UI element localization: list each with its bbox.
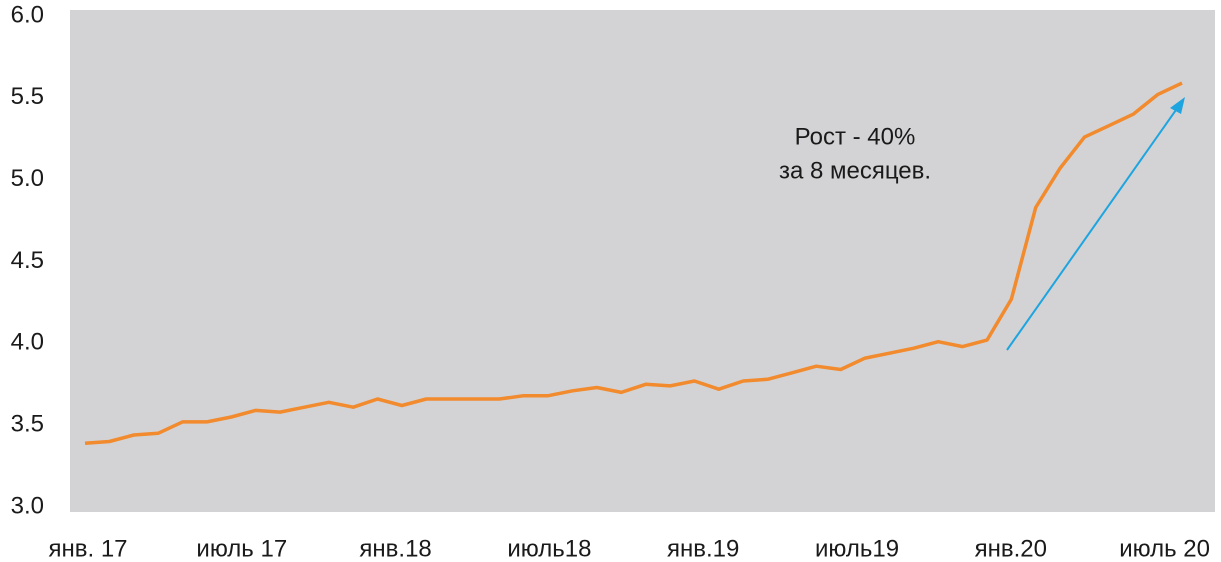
y-tick-label: 6.0 xyxy=(11,1,44,28)
x-tick-label: июль 20 xyxy=(1119,535,1210,562)
y-tick-label: 3.5 xyxy=(11,411,44,438)
y-tick-label: 5.0 xyxy=(11,165,44,192)
x-tick-label: янв.20 xyxy=(975,535,1047,562)
x-tick-label: июль18 xyxy=(507,535,591,562)
annotation: за 8 месяцев. xyxy=(779,157,931,184)
x-tick-label: янв.18 xyxy=(359,535,431,562)
x-tick-label: янв. 17 xyxy=(48,535,127,562)
y-tick-label: 4.5 xyxy=(11,247,44,274)
y-tick-label: 5.5 xyxy=(11,83,44,110)
annotation: Рост - 40% xyxy=(795,123,916,150)
arrow xyxy=(1006,97,1185,351)
plot-area xyxy=(70,10,1215,512)
x-tick-label: янв.19 xyxy=(667,535,739,562)
x-tick-label: июль19 xyxy=(815,535,899,562)
y-tick-label: 4.0 xyxy=(11,329,44,356)
y-tick-label: 3.0 xyxy=(11,492,44,519)
x-tick-label: июль 17 xyxy=(196,535,287,562)
line xyxy=(84,81,1183,445)
